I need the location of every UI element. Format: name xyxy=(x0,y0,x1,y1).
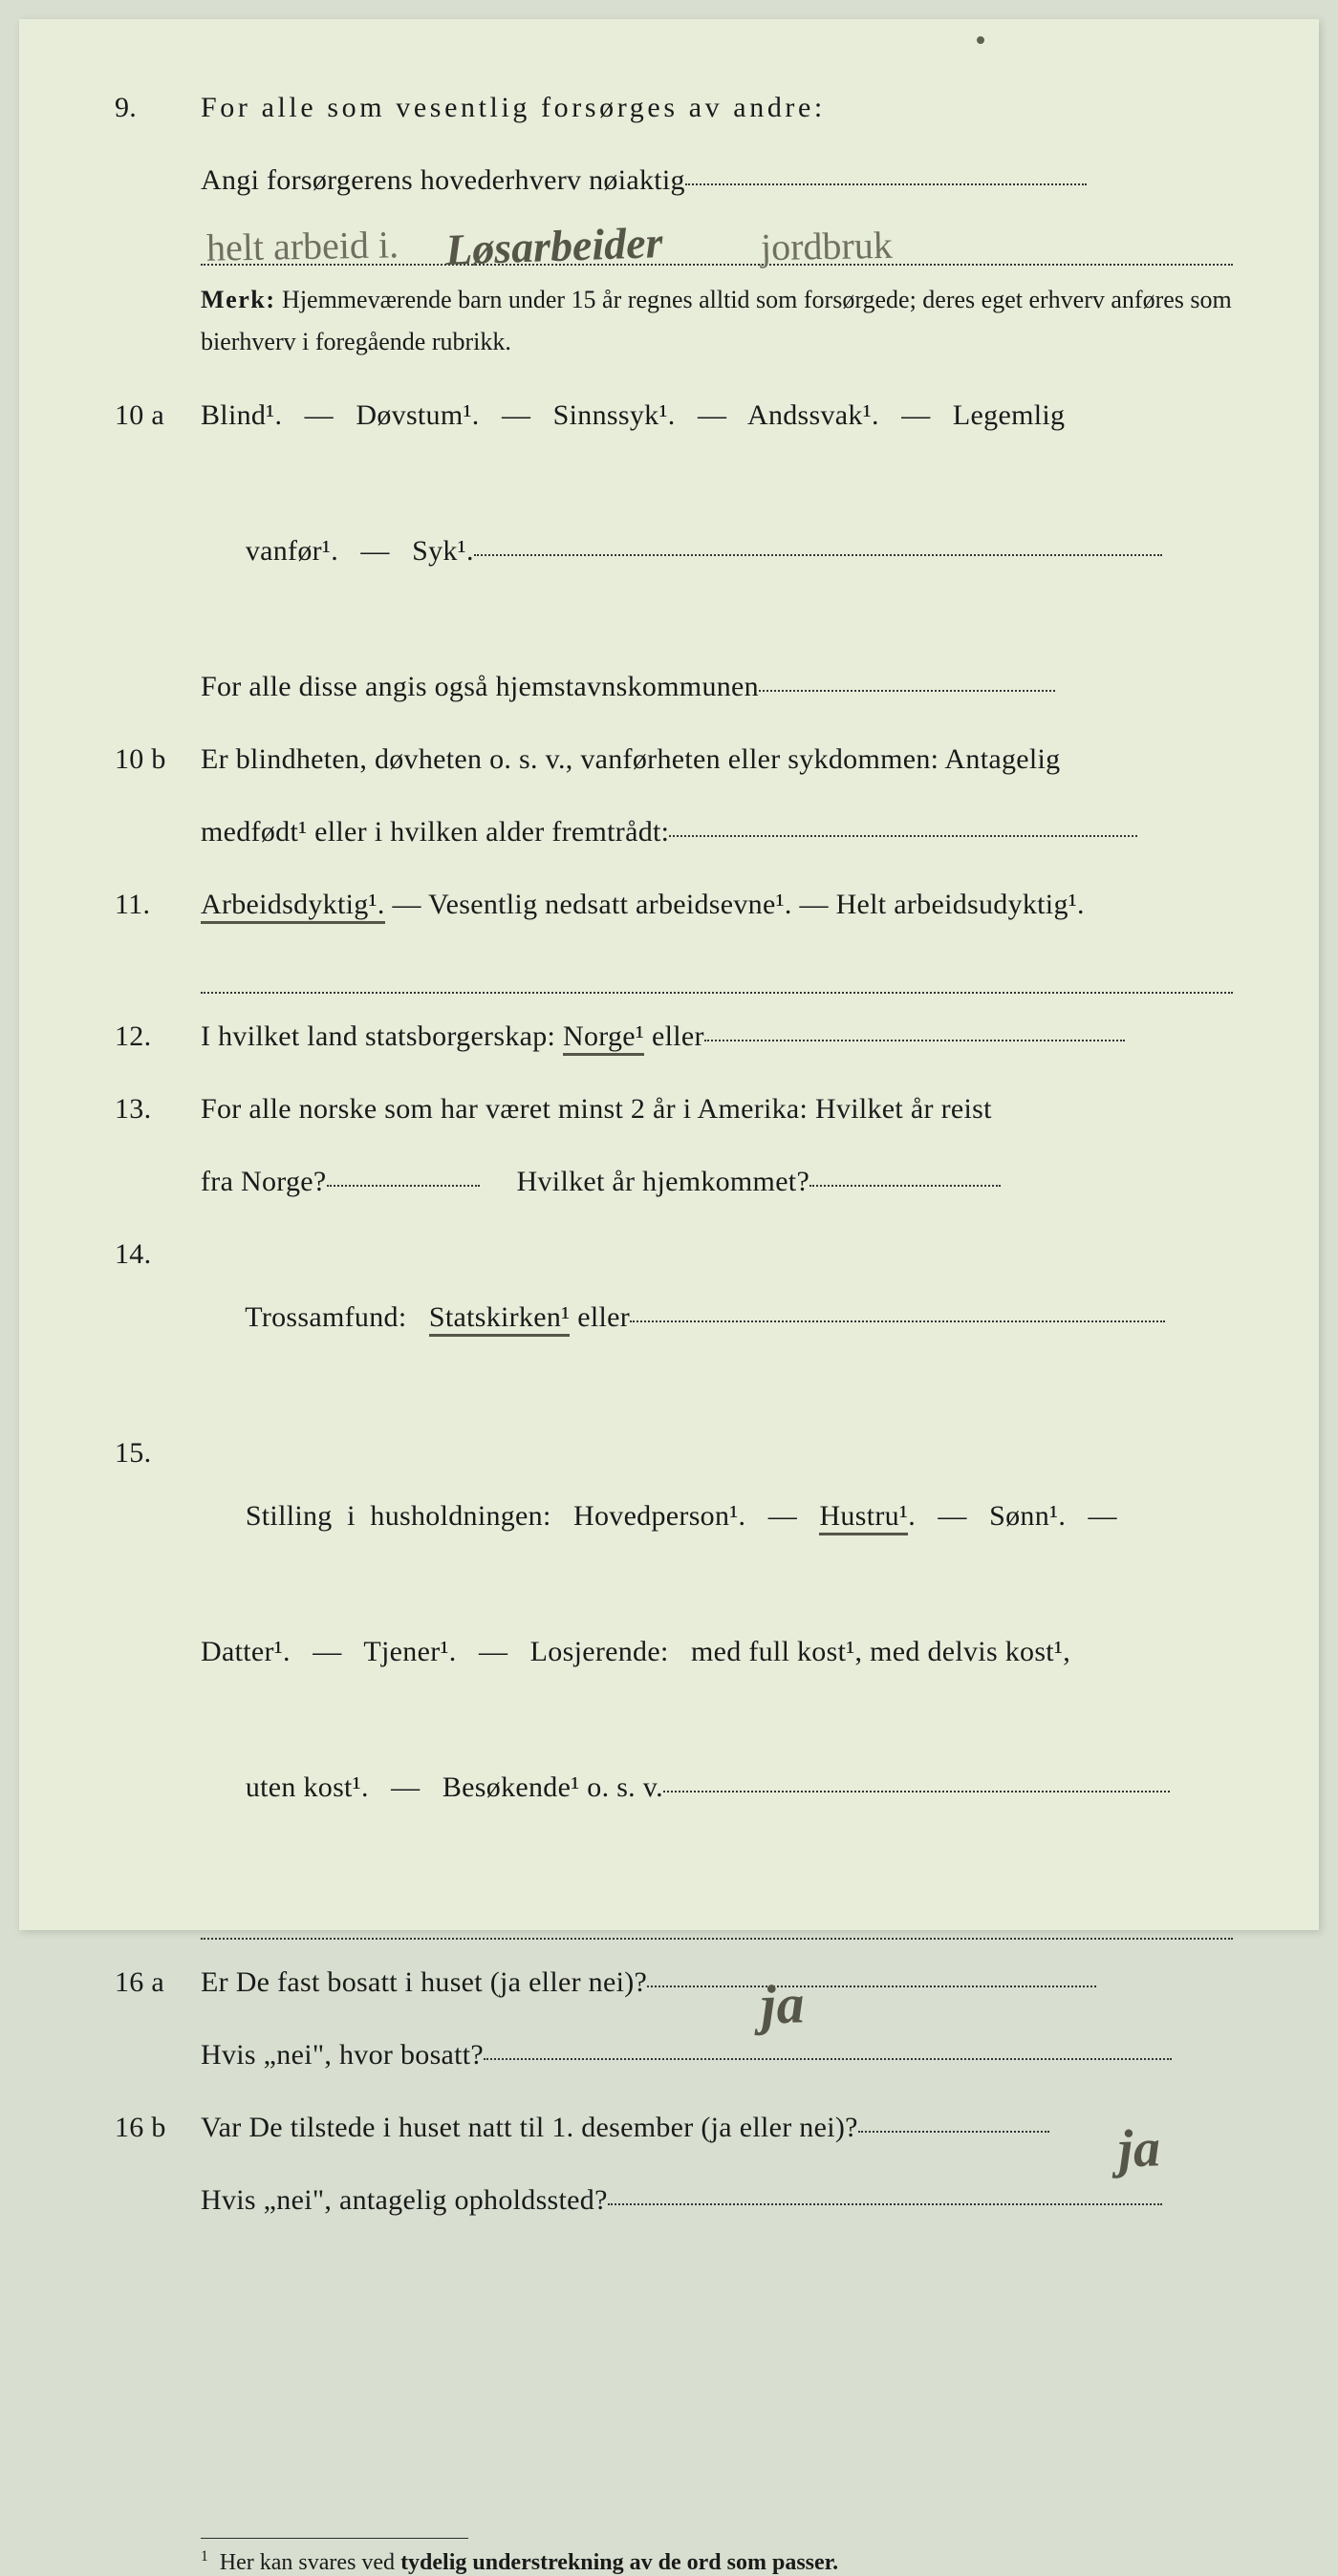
q16a-number: 16 a xyxy=(115,1955,201,2009)
q12-pre: I hvilket land statsborgerskap: xyxy=(201,1020,563,1052)
q12-number: 12. xyxy=(115,1009,201,1063)
q16a-text2: Hvis „nei", hvor bosatt? xyxy=(201,2039,484,2071)
q13-row1: 13. For alle norske som har været minst … xyxy=(115,1078,1233,1141)
q9-number: 9. xyxy=(115,80,201,135)
dotted-blank-line xyxy=(201,1892,1233,1940)
q10b-row1: 10 b Er blindheten, døvheten o. s. v., v… xyxy=(115,728,1233,791)
dotted-fill xyxy=(704,1040,1125,1041)
q9-row2: Angi forsørgerens hovederhverv nøiaktig xyxy=(115,149,1233,212)
dotted-fill xyxy=(858,2131,1049,2133)
q14-post: eller xyxy=(570,1301,630,1333)
merk-note: Merk: Hjemmeværende barn under 15 år reg… xyxy=(201,279,1233,363)
dotted-fill xyxy=(484,2058,1172,2060)
q13-number: 13. xyxy=(115,1082,201,1136)
q11-selected: Arbeidsdyktig¹. xyxy=(201,889,385,924)
q13-row2: fra Norge? Hvilket år hjemkommet? xyxy=(115,1150,1233,1213)
q9-text1: For alle som vesentlig forsørges av andr… xyxy=(201,76,1233,140)
q12-post: eller xyxy=(644,1020,704,1052)
dotted-fill xyxy=(669,835,1137,837)
dotted-fill xyxy=(663,1791,1170,1792)
footnote-pre: Her kan svares ved xyxy=(220,2550,400,2575)
q16b-row2: Hvis „nei", antagelig opholdssted? xyxy=(115,2169,1233,2232)
q13-text2b: Hvilket år hjemkommet? xyxy=(517,1166,810,1197)
q9-text2: Angi forsørgerens hovederhverv nøiaktig xyxy=(201,164,685,196)
q10a-text2: vanfør¹. — Syk¹. xyxy=(246,535,474,567)
q10a-row3: For alle disse angis også hjemstavnskomm… xyxy=(115,655,1233,719)
q9-row1: 9. For alle som vesentlig forsørges av a… xyxy=(115,76,1233,140)
dotted-fill xyxy=(608,2203,1162,2205)
q13-text1: For alle norske som har været minst 2 år… xyxy=(201,1078,1233,1141)
q15-selected: Hustru¹ xyxy=(819,1500,908,1535)
q13-text2a: fra Norge? xyxy=(201,1166,327,1197)
handwritten-text: Løsarbeider xyxy=(439,217,669,275)
q10b-text1: Er blindheten, døvheten o. s. v., vanfør… xyxy=(201,728,1233,791)
footnote-separator xyxy=(201,2538,468,2539)
q15-text3: uten kost¹. — Besøkende¹ o. s. v. xyxy=(246,1771,663,1803)
q14-row: 14. Trossamfund: Statskirken¹ eller xyxy=(115,1223,1233,1412)
merk-label: Merk: xyxy=(201,286,276,313)
q12-row: 12. I hvilket land statsborgerskap: Norg… xyxy=(115,1005,1233,1068)
q16a-text1: Er De fast bosatt i huset (ja eller nei)… xyxy=(201,1966,647,1998)
q10b-text2: medfødt¹ eller i hvilken alder fremtrådt… xyxy=(201,816,669,848)
dotted-fill xyxy=(685,183,1087,185)
handwritten-text: jordbruk xyxy=(755,223,899,273)
dotted-fill xyxy=(759,690,1055,692)
dotted-fill xyxy=(647,1986,1096,1987)
q15-post: . — Sønn¹. — xyxy=(908,1500,1117,1532)
q15-pre: Stilling i husholdningen: Hovedperson¹. … xyxy=(246,1500,820,1532)
q9-handwriting-line: helt arbeid i. Løsarbeider jordbruk xyxy=(201,222,1233,271)
q10a-number: 10 a xyxy=(115,388,201,442)
q16b-row1: 16 b Var De tilstede i huset natt til 1.… xyxy=(115,2096,1233,2159)
q16b-text2: Hvis „nei", antagelig opholdssted? xyxy=(201,2184,608,2216)
q10a-row1: 10 a Blind¹. — Døvstum¹. — Sinnssyk¹. — … xyxy=(115,384,1233,447)
handwritten-answer: ja xyxy=(753,1943,812,2067)
footnote: 1 Her kan svares ved tydelig understrekn… xyxy=(201,2548,1233,2576)
q10a-text1: Blind¹. — Døvstum¹. — Sinnssyk¹. — Andss… xyxy=(201,384,1233,447)
q15-row2: Datter¹. — Tjener¹. — Losjerende: med fu… xyxy=(115,1621,1233,1684)
merk-text: Hjemmeværende barn under 15 år regnes al… xyxy=(201,286,1232,355)
dotted-blank-line xyxy=(201,946,1233,994)
handwritten-text: helt arbeid i. xyxy=(201,222,405,273)
census-form-page: 9. For alle som vesentlig forsørges av a… xyxy=(19,19,1319,1930)
dotted-fill xyxy=(809,1185,1001,1187)
q16a-row2: Hvis „nei", hvor bosatt? xyxy=(115,2024,1233,2087)
q10b-row2: medfødt¹ eller i hvilken alder fremtrådt… xyxy=(115,801,1233,864)
dotted-fill xyxy=(474,554,1162,556)
stray-mark xyxy=(977,36,984,44)
q10a-row2: vanfør¹. — Syk¹. xyxy=(115,457,1233,646)
q15-text2: Datter¹. — Tjener¹. — Losjerende: med fu… xyxy=(201,1621,1233,1684)
q16a-row1: 16 a Er De fast bosatt i huset (ja eller… xyxy=(115,1951,1233,2014)
footnote-bold: tydelig understrekning av de ord som pas… xyxy=(400,2550,838,2575)
q14-number: 14. xyxy=(115,1227,201,1281)
q15-number: 15. xyxy=(115,1426,201,1480)
q16b-number: 16 b xyxy=(115,2100,201,2155)
q15-row1: 15. Stilling i husholdningen: Hovedperso… xyxy=(115,1422,1233,1611)
q11-rest: — Vesentlig nedsatt arbeidsevne¹. — Helt… xyxy=(385,889,1085,920)
q11-row: 11. Arbeidsdyktig¹. — Vesentlig nedsatt … xyxy=(115,873,1233,936)
dotted-fill xyxy=(630,1320,1165,1322)
q14-pre: Trossamfund: xyxy=(245,1301,429,1333)
dotted-fill xyxy=(327,1185,480,1187)
handwritten-answer: ja xyxy=(1111,2090,1168,2209)
q16b-text1: Var De tilstede i huset natt til 1. dese… xyxy=(201,2112,858,2143)
q10b-number: 10 b xyxy=(115,732,201,786)
q11-number: 11. xyxy=(115,877,201,932)
q12-selected: Norge¹ xyxy=(563,1020,644,1056)
q15-row3: uten kost¹. — Besøkende¹ o. s. v. xyxy=(115,1693,1233,1882)
footnote-num: 1 xyxy=(201,2548,208,2565)
q10a-text3: For alle disse angis også hjemstavnskomm… xyxy=(201,671,759,702)
q14-selected: Statskirken¹ xyxy=(429,1301,571,1337)
